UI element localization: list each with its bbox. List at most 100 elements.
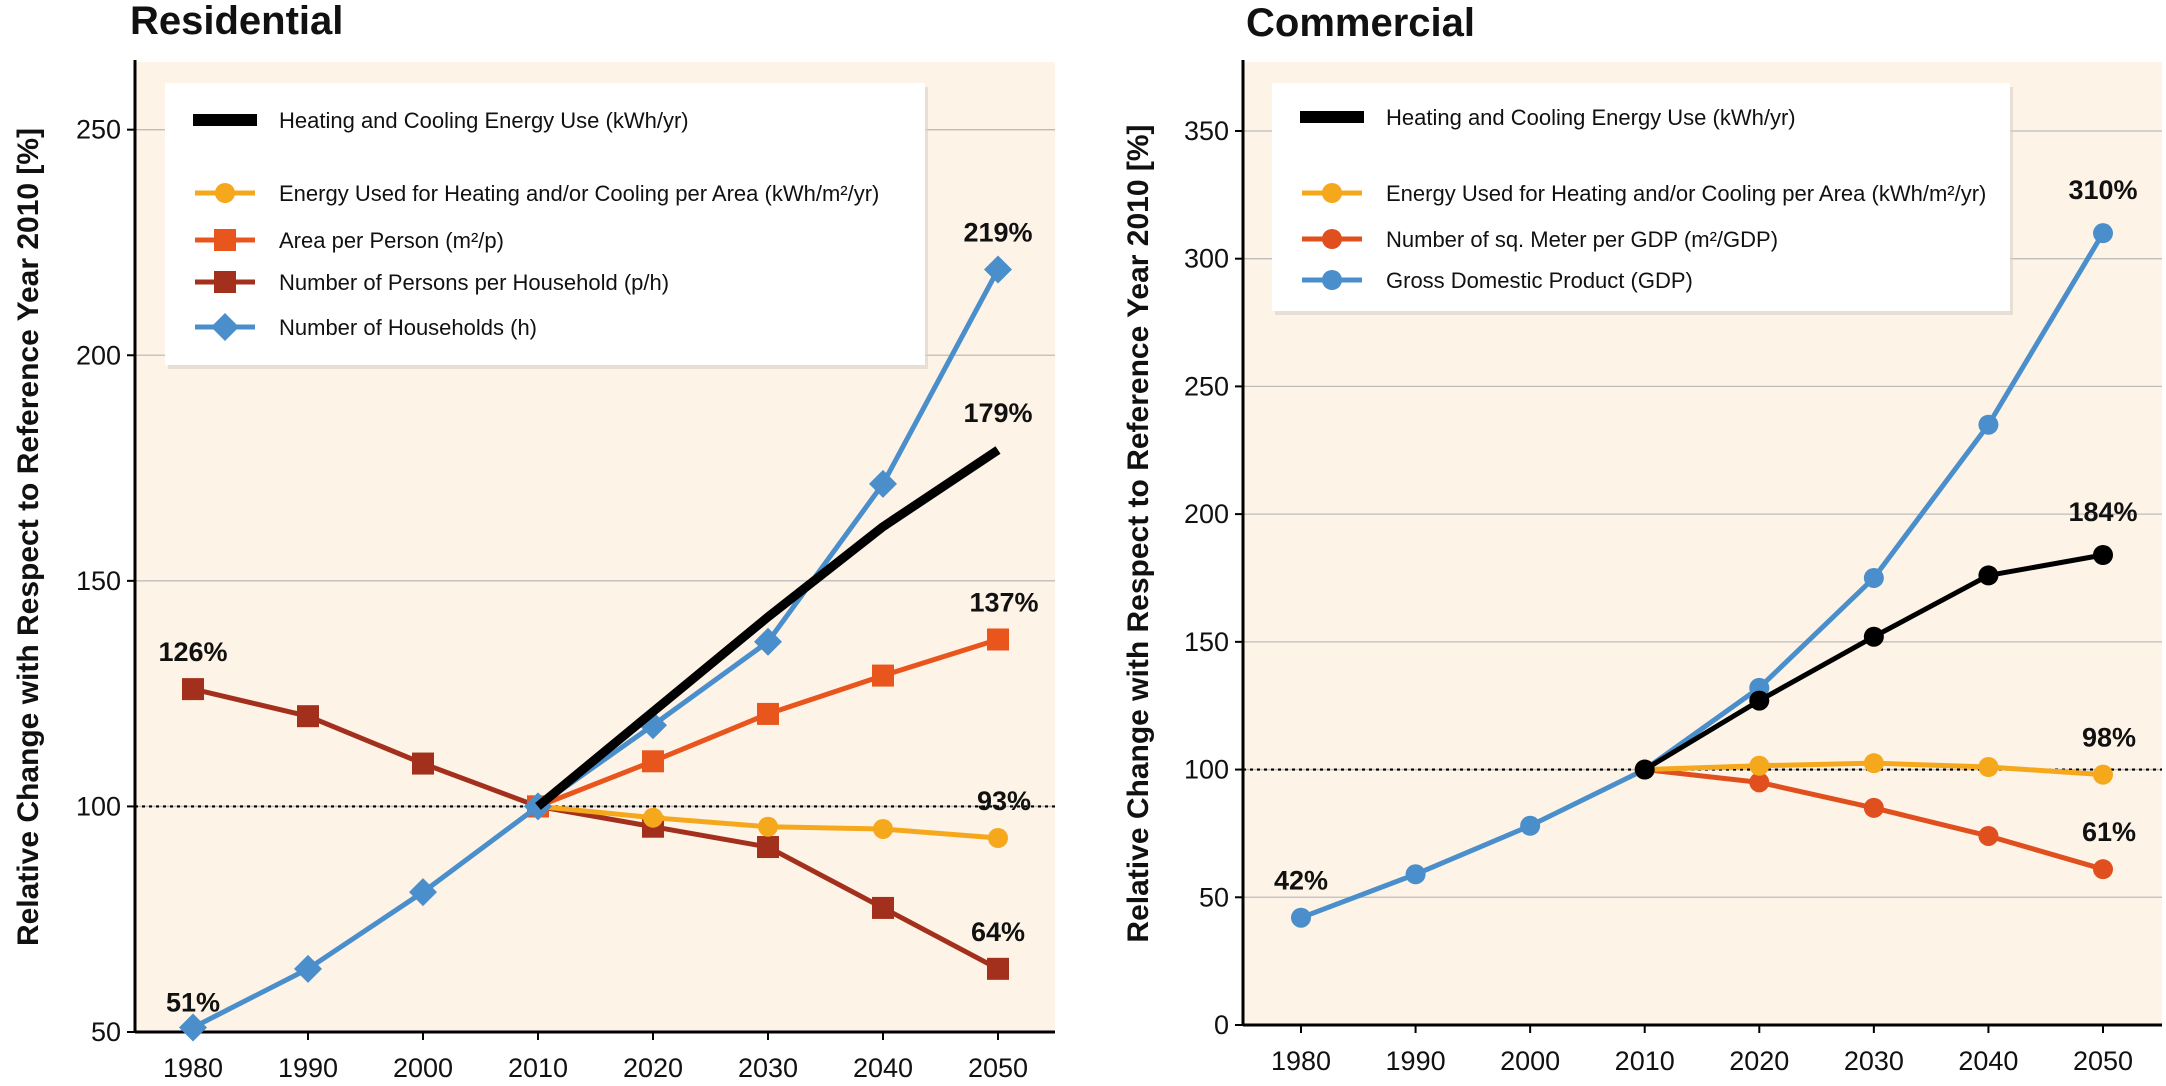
legend: Heating and Cooling Energy Use (kWh/yr) E…	[1272, 83, 2013, 315]
data-point	[182, 678, 204, 701]
legend-marker	[1322, 270, 1342, 290]
x-tick-label: 2040	[1958, 1046, 2018, 1076]
data-point	[1749, 755, 1770, 776]
data-point	[1749, 772, 1770, 793]
y-tick-label: 250	[1184, 371, 1229, 401]
data-point	[1634, 759, 1655, 780]
data-label: 64%	[971, 917, 1025, 947]
x-tick-label: 2030	[1844, 1046, 1904, 1076]
series-line	[1300, 231, 2106, 921]
data-label: 51%	[166, 987, 220, 1017]
y-tick-label: 350	[1184, 116, 1229, 146]
legend-label: Number of Persons per Household (p/h)	[279, 270, 669, 295]
y-tick-label: 300	[1184, 244, 1229, 274]
residential-chart: 50 100 150 200 250 1980 1990 2000 2010 2020 2030 20…	[12, 0, 1055, 1083]
data-point	[297, 705, 319, 728]
y-tick-label: 50	[1199, 882, 1229, 912]
data-label: 179%	[963, 398, 1032, 428]
data-label: 137%	[969, 587, 1038, 617]
data-point	[1520, 815, 1541, 836]
data-point	[1978, 757, 1999, 778]
legend-marker	[1322, 183, 1342, 203]
legend-label: Area per Person (m²/p)	[279, 228, 504, 253]
data-label: 61%	[2082, 817, 2136, 847]
data-point	[987, 957, 1009, 980]
data-point	[758, 816, 778, 837]
x-tick-label: 2020	[1729, 1046, 1789, 1076]
data-point	[1749, 690, 1770, 711]
data-point	[294, 954, 322, 983]
data-point	[754, 627, 782, 656]
legend-item: Heating and Cooling Energy Use (kWh/yr)	[193, 108, 689, 133]
y-tick-label: 150	[1184, 627, 1229, 657]
y-tick-label: 250	[76, 115, 121, 145]
data-label: 98%	[2082, 723, 2136, 753]
data-point	[642, 750, 664, 773]
legend-item: Area per Person (m²/p)	[195, 228, 504, 253]
data-point	[179, 1013, 207, 1042]
y-tick-label: 150	[76, 566, 121, 596]
data-label: 310%	[2068, 175, 2137, 205]
series-heating-and-cooling-energy-use-kwh-yr	[1634, 544, 2113, 780]
series-line	[192, 686, 1000, 972]
data-point	[987, 628, 1009, 651]
legend-label: Heating and Cooling Energy Use (kWh/yr)	[279, 108, 689, 133]
x-tick-label: 1990	[1386, 1046, 1446, 1076]
legend-box	[1272, 83, 2010, 311]
legend-marker	[1322, 229, 1342, 249]
legend-item: Number of sq. Meter per GDP (m²/GDP)	[1302, 227, 1778, 252]
legend-label: Number of Households (h)	[279, 315, 537, 340]
x-tick-label: 1990	[278, 1053, 338, 1083]
legend-label: Energy Used for Heating and/or Cooling p…	[279, 181, 879, 206]
legend-label: Energy Used for Heating and/or Cooling p…	[1386, 181, 1986, 206]
data-label: 184%	[2068, 497, 2137, 527]
data-label: 93%	[977, 786, 1031, 816]
data-point	[643, 807, 663, 828]
data-point	[2093, 859, 2113, 880]
x-tick-label: 2050	[2073, 1046, 2133, 1076]
y-tick-label: 50	[91, 1017, 121, 1047]
y-axis-label: Relative Change with Respect to Referenc…	[1122, 124, 1155, 942]
data-point	[1978, 414, 1999, 435]
series-heating-and-cooling-energy-use-kwh-yr	[535, 446, 1001, 810]
data-point	[412, 752, 434, 775]
data-label: 42%	[1274, 866, 1328, 896]
x-tick-label: 2040	[853, 1053, 913, 1083]
legend-item: Energy Used for Heating and/or Cooling p…	[1302, 181, 1986, 206]
data-point	[1863, 626, 1884, 647]
legend-label: Heating and Cooling Energy Use (kWh/yr)	[1386, 105, 1796, 130]
x-tick-label: 1980	[1271, 1046, 1331, 1076]
x-tick-label: 2010	[508, 1053, 568, 1083]
data-point	[988, 828, 1008, 848]
data-point	[2093, 764, 2113, 785]
x-tick-label: 2030	[738, 1053, 798, 1083]
y-tick-label: 0	[1214, 1010, 1229, 1040]
data-point	[1863, 797, 1884, 818]
data-label: 126%	[158, 637, 227, 667]
x-tick-label: 2010	[1615, 1046, 1675, 1076]
legend-label: Gross Domestic Product (GDP)	[1386, 268, 1693, 293]
y-tick-label: 200	[1184, 499, 1229, 529]
legend-item: Number of Households (h)	[195, 313, 537, 341]
commercial-chart: 0 50 100 150 200 250 300 350 1980 1990 2000 2010 202…	[1122, 1, 2162, 1076]
data-point	[872, 896, 894, 919]
legend-item: Heating and Cooling Energy Use (kWh/yr)	[1300, 105, 1796, 130]
data-point	[409, 878, 437, 907]
series-line	[191, 268, 1001, 1030]
legend-item: Gross Domestic Product (GDP)	[1302, 268, 1693, 293]
data-point	[2093, 544, 2113, 565]
legend-box	[165, 83, 925, 365]
data-point	[1863, 567, 1884, 588]
x-tick-label: 2020	[623, 1053, 683, 1083]
legend-label: Number of sq. Meter per GDP (m²/GDP)	[1386, 227, 1778, 252]
y-tick-label: 100	[1184, 755, 1229, 785]
data-point	[1978, 825, 1999, 846]
legend-item: Energy Used for Heating and/or Cooling p…	[195, 181, 879, 206]
y-tick-label: 200	[76, 340, 121, 370]
x-tick-label: 2000	[393, 1053, 453, 1083]
x-tick-label: 1980	[163, 1053, 223, 1083]
data-point	[1405, 864, 1426, 885]
x-tick-label: 2000	[1500, 1046, 1560, 1076]
legend: Heating and Cooling Energy Use (kWh/yr) E…	[165, 83, 928, 369]
series-line	[535, 446, 1001, 810]
